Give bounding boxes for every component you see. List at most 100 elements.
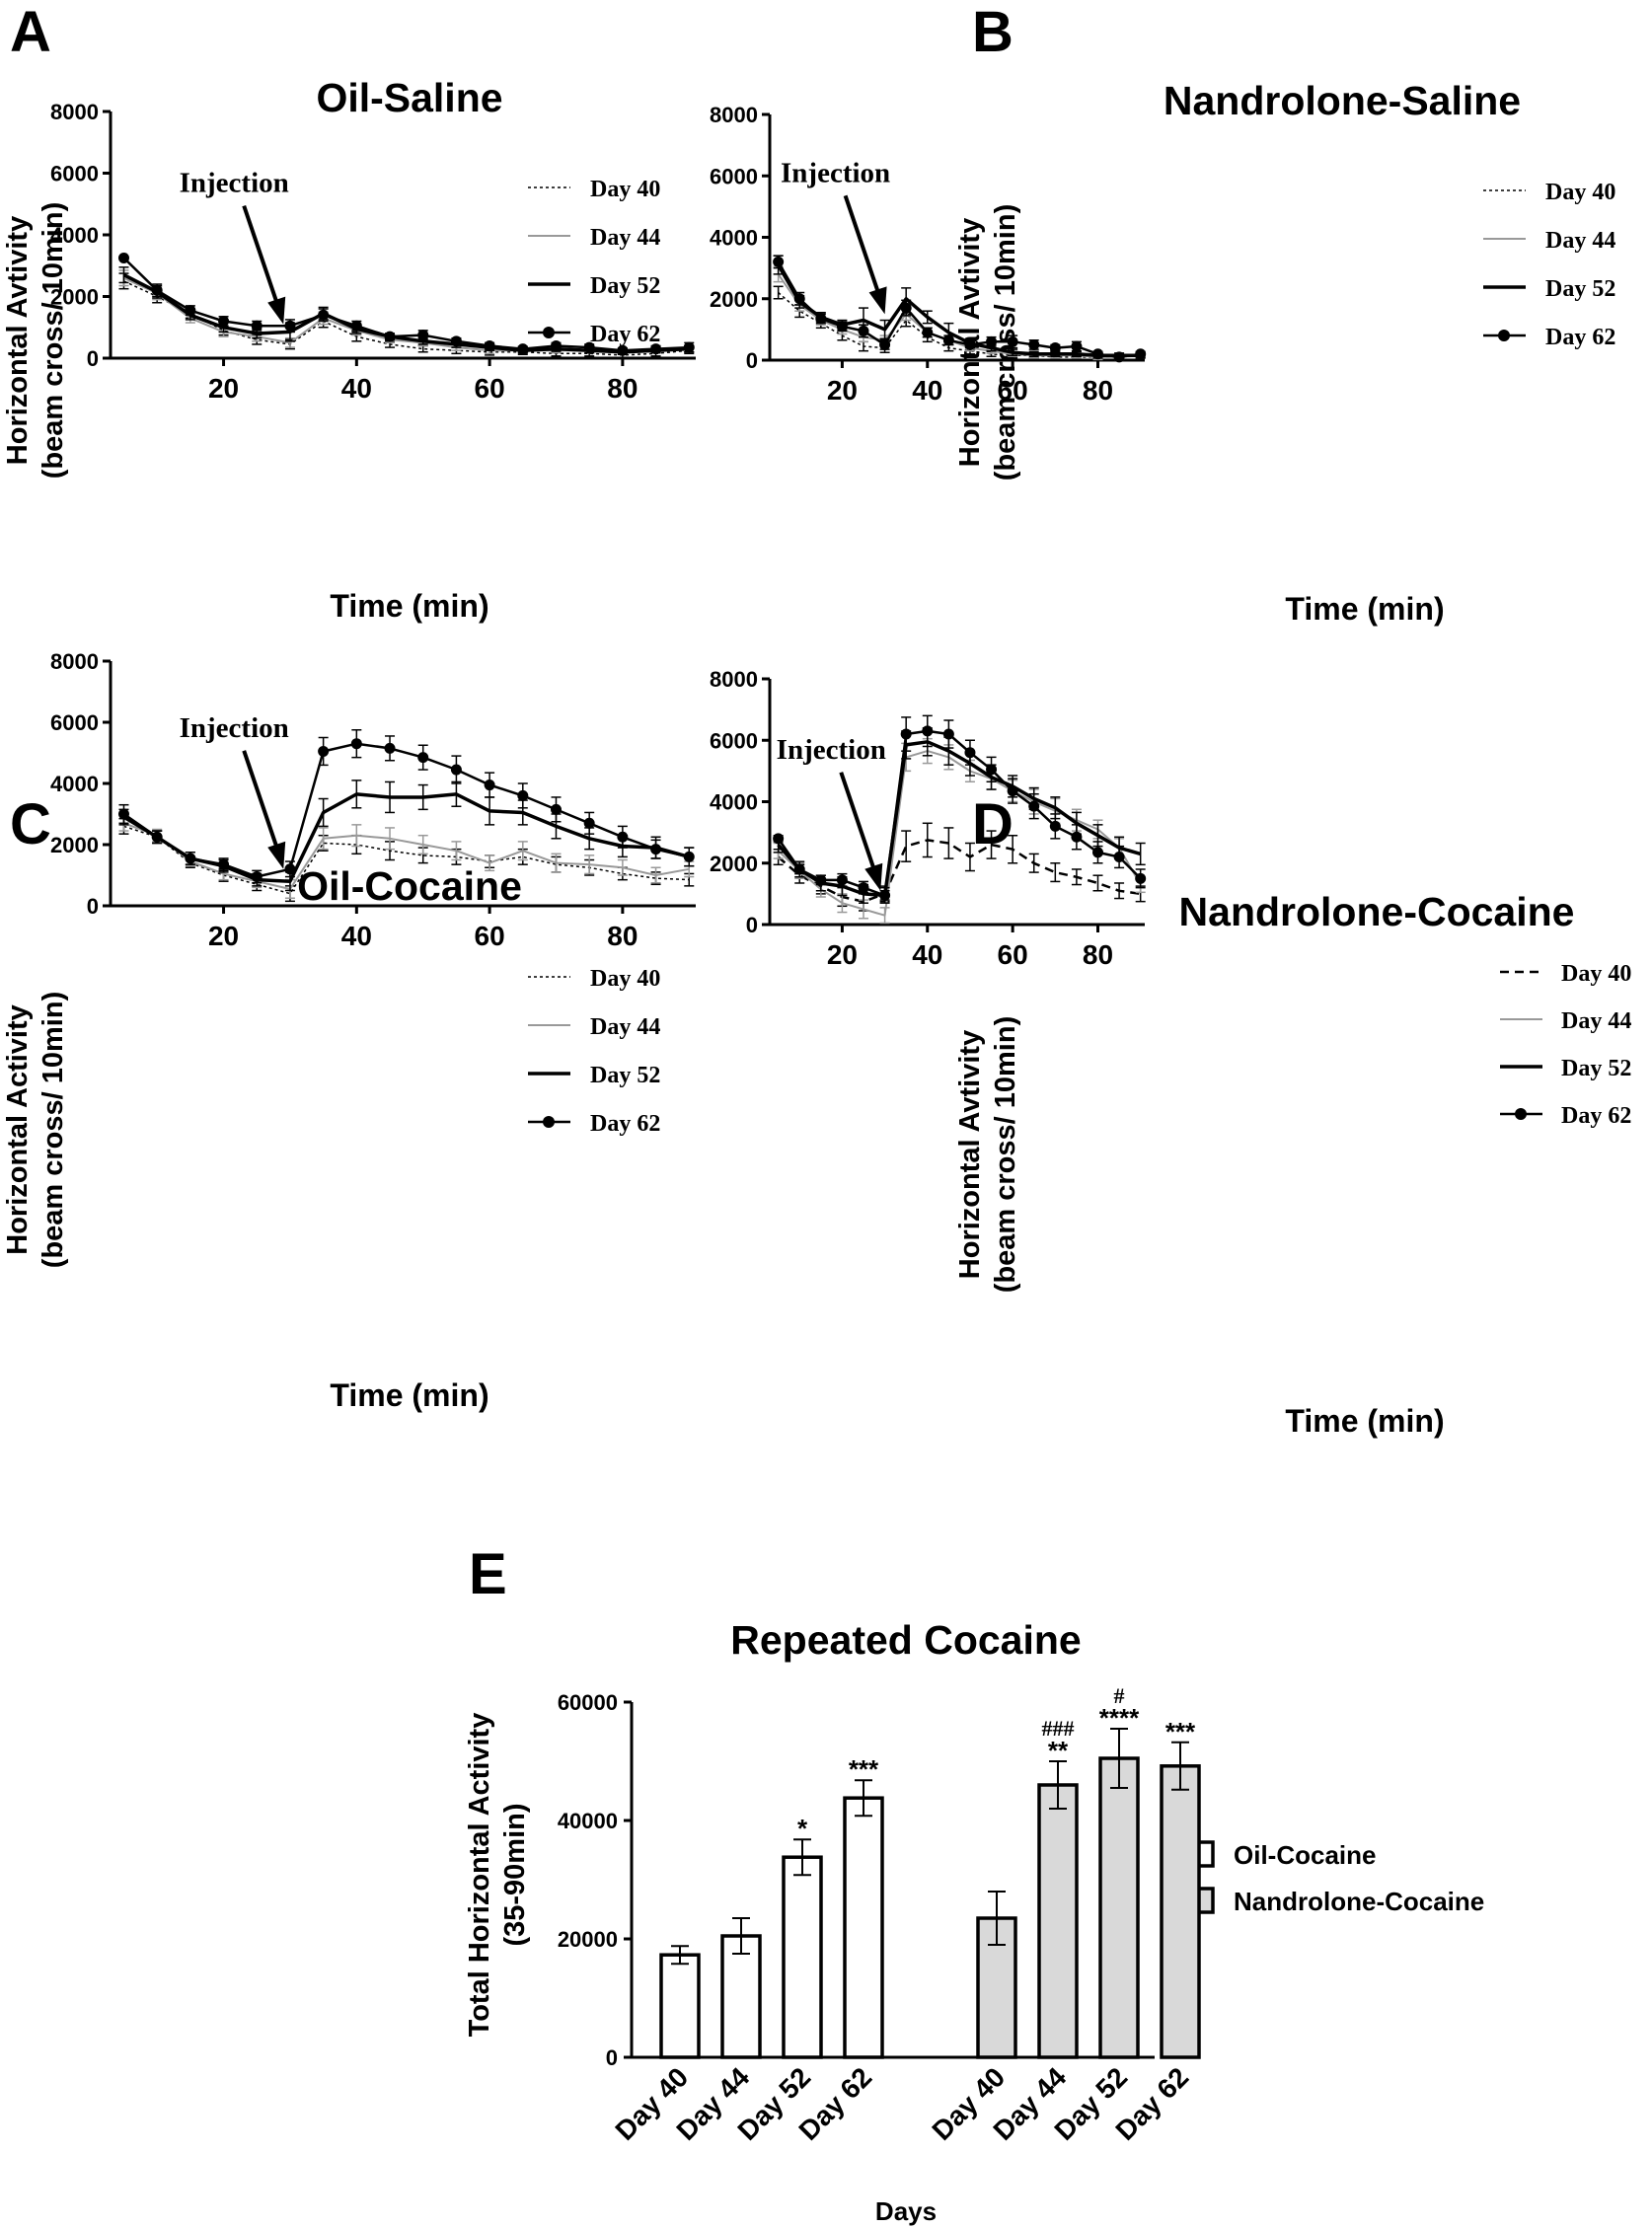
legend-label-day40: Day 40 (1561, 961, 1631, 987)
legend-label-day62: Day 62 (590, 322, 660, 347)
y-tick-label: 4000 (710, 790, 758, 815)
data-point (318, 745, 330, 757)
y-tick-label: 6000 (710, 164, 758, 188)
panel-letter-b: B (972, 0, 1014, 64)
data-point (1135, 348, 1147, 360)
panel-c-xlabel: Time (min) (330, 1377, 488, 1413)
significance-stars: ** (1048, 1736, 1069, 1765)
legend-marker-day62 (543, 1116, 555, 1128)
data-point (858, 882, 869, 894)
series-day62 (773, 714, 1147, 901)
injection-arrow (242, 750, 282, 856)
y-tick-label: 60000 (558, 1690, 618, 1715)
data-point (1049, 820, 1061, 832)
panel-d-ylabel-2: (beam cross/ 10min) (990, 1016, 1021, 1293)
data-point (1113, 351, 1125, 363)
bar (1037, 1783, 1079, 2059)
panel-e-title: Repeated Cocaine (730, 1617, 1081, 1663)
legend-label-day40: Day 40 (590, 966, 660, 992)
data-point (484, 780, 495, 791)
legend-marker-day62 (1498, 330, 1510, 341)
data-point (251, 871, 263, 883)
y-tick-label: 0 (606, 2045, 618, 2070)
panel-letter-e: E (469, 1542, 507, 1606)
x-tick-label: 80 (1083, 939, 1113, 970)
data-point (1135, 872, 1147, 884)
panel-a-title: Oil-Saline (316, 75, 502, 120)
panel-d-xlabel: Time (min) (1285, 1403, 1444, 1439)
data-point (683, 851, 695, 862)
data-point (151, 831, 163, 843)
y-tick-label: 0 (87, 894, 99, 919)
series-day40-line (777, 839, 1141, 903)
data-point (151, 284, 163, 296)
panel-letter-c: C (10, 792, 51, 856)
data-point (550, 340, 562, 351)
injection-annotation: Injection (180, 168, 289, 325)
x-tick-label: 60 (998, 939, 1028, 970)
legend-label-day40: Day 40 (1545, 180, 1615, 205)
panel-d-legend: Day 40 Day 44 Day 52 Day 62 (1500, 961, 1631, 1129)
data-point (218, 858, 230, 870)
x-tick-label: 40 (912, 939, 942, 970)
data-point (550, 803, 562, 815)
data-point (284, 320, 296, 332)
data-point (1028, 800, 1040, 812)
y-tick-label: 6000 (710, 728, 758, 753)
y-tick-label: 2000 (50, 833, 99, 857)
plot-area-c: 0 2000 4000 6000 8000 20 40 60 80 Injection (50, 649, 696, 951)
bar-series-nandrolone-cocaine: Day 40**###Day 44****#Day 52***Day 62 (926, 1683, 1201, 2146)
series-day52-line (122, 273, 690, 354)
data-point (350, 320, 362, 332)
series-day62 (117, 729, 695, 884)
injection-arrowhead (267, 296, 286, 325)
x-tick-label: 40 (341, 921, 372, 951)
injection-label: Injection (777, 734, 886, 766)
legend-label-day62: Day 62 (590, 1111, 660, 1137)
y-tick-label: 20000 (558, 1927, 618, 1952)
significance-hash: # (1114, 1683, 1125, 1708)
bar (1160, 1764, 1201, 2059)
bar (1098, 1756, 1140, 2059)
bar (659, 1953, 701, 2059)
y-tick-label: 2000 (50, 285, 99, 310)
data-point (318, 309, 330, 321)
panel-d-title: Nandrolone-Cocaine (1179, 889, 1575, 934)
legend-label-day44: Day 44 (1545, 228, 1615, 254)
x-tick-label: 80 (607, 373, 638, 404)
data-point (185, 853, 196, 864)
data-point (517, 789, 529, 801)
injection-annotation: Injection (781, 157, 890, 315)
legend-label-day62: Day 62 (1545, 325, 1615, 350)
bar (782, 1855, 823, 2059)
x-tick-label: 80 (607, 921, 638, 951)
data-point (1007, 785, 1018, 797)
data-point (922, 327, 934, 338)
data-point (773, 256, 785, 267)
data-point (1071, 831, 1083, 843)
plot-area-b: 0 2000 4000 6000 8000 20 40 60 80 Injection (710, 103, 1147, 406)
data-point (284, 863, 296, 875)
panel-b: B Nandrolone-Saline Horizontal Avtivity … (710, 0, 1615, 627)
series-day40-line (123, 825, 690, 895)
panel-b-title: Nandrolone-Saline (1164, 78, 1521, 123)
data-point (964, 338, 976, 350)
panel-e-legend: Oil-Cocaine Nandrolone-Cocaine (1177, 1840, 1484, 1916)
x-tick-label: 20 (827, 939, 858, 970)
data-point (815, 313, 827, 325)
data-point (1092, 348, 1103, 360)
legend-label-day52: Day 52 (590, 273, 660, 299)
data-point (879, 889, 891, 901)
legend-label-day44: Day 44 (1561, 1008, 1631, 1034)
y-tick-label: 8000 (50, 649, 99, 674)
series-day62 (117, 252, 695, 356)
data-point (117, 252, 129, 263)
legend-label-day44: Day 44 (590, 225, 660, 251)
injection-label: Injection (781, 157, 890, 188)
x-tick-label: 20 (827, 375, 858, 406)
legend-label-day52: Day 52 (1561, 1056, 1631, 1081)
y-tick-label: 6000 (50, 162, 99, 186)
data-point (1049, 342, 1061, 354)
panel-b-xlabel: Time (min) (1285, 591, 1444, 627)
